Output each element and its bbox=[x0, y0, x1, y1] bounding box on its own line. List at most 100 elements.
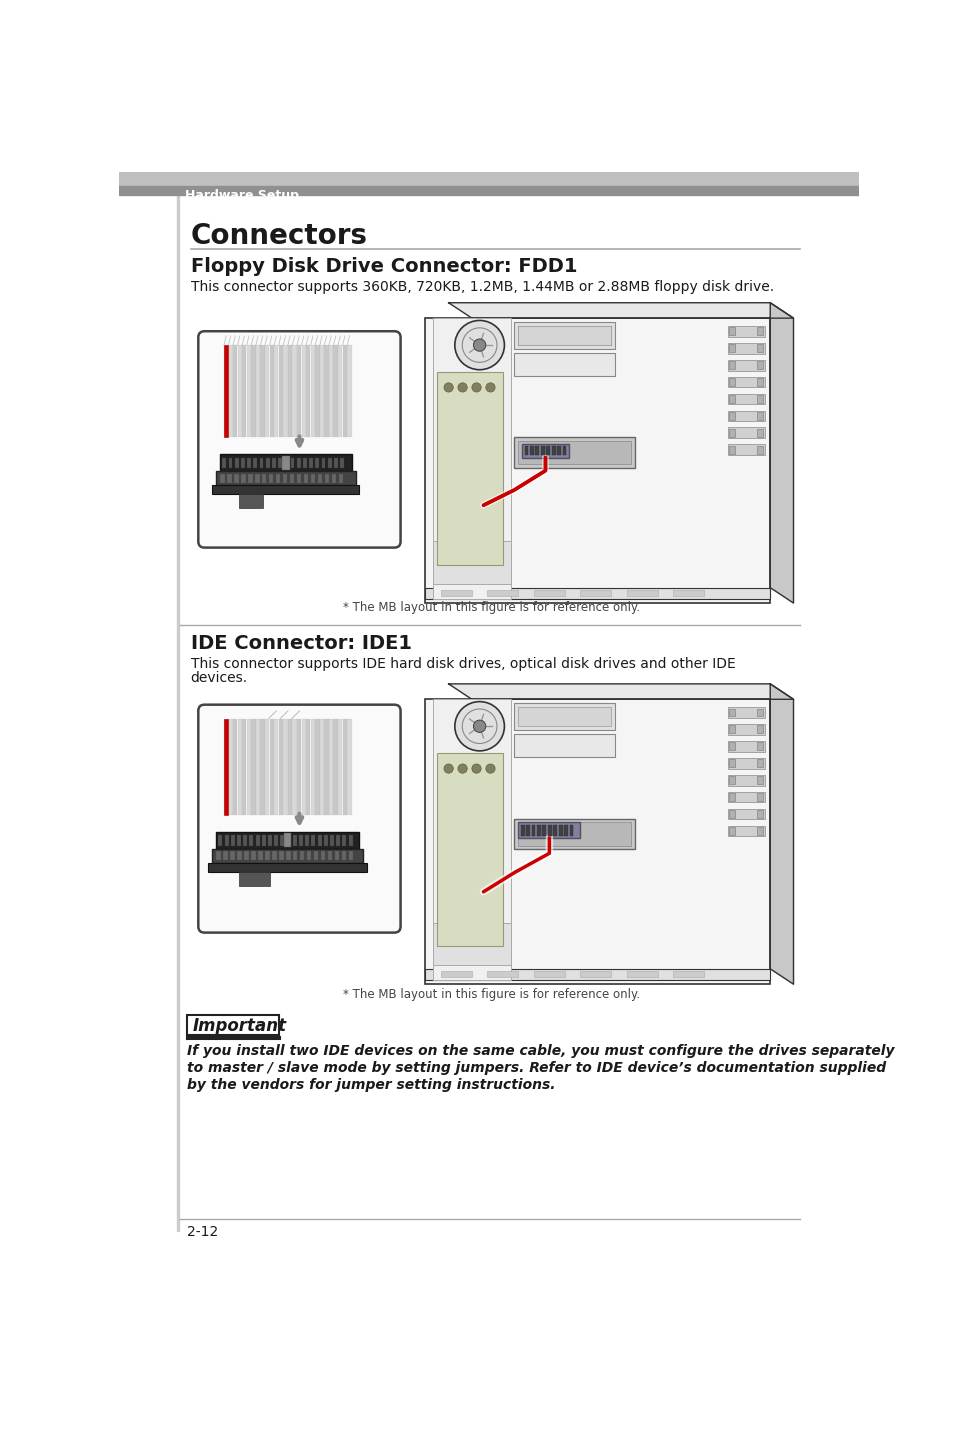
Bar bbox=[248, 474, 253, 483]
Bar bbox=[728, 412, 735, 420]
Bar bbox=[224, 835, 229, 845]
Bar bbox=[243, 835, 247, 845]
Bar bbox=[334, 457, 337, 468]
Text: This connector supports IDE hard disk drives, optical disk drives and other IDE: This connector supports IDE hard disk dr… bbox=[191, 657, 735, 672]
Bar bbox=[324, 474, 329, 483]
Bar bbox=[314, 851, 318, 861]
Bar bbox=[433, 541, 510, 584]
Bar bbox=[296, 457, 300, 468]
Bar bbox=[728, 445, 735, 454]
Bar bbox=[299, 851, 304, 861]
Bar bbox=[231, 835, 234, 845]
Circle shape bbox=[455, 321, 504, 369]
Circle shape bbox=[473, 339, 485, 351]
Circle shape bbox=[457, 382, 467, 392]
Bar bbox=[348, 851, 353, 861]
Bar bbox=[212, 849, 363, 862]
Bar bbox=[223, 851, 228, 861]
Bar bbox=[757, 378, 762, 385]
Bar bbox=[535, 445, 538, 455]
Bar bbox=[283, 719, 287, 815]
Bar bbox=[208, 862, 367, 872]
Bar bbox=[328, 457, 332, 468]
Bar bbox=[286, 835, 291, 845]
Bar bbox=[275, 474, 280, 483]
Bar bbox=[224, 345, 228, 438]
Bar bbox=[251, 719, 255, 815]
Bar bbox=[293, 835, 296, 845]
Bar bbox=[537, 825, 540, 836]
Bar bbox=[340, 457, 344, 468]
Bar bbox=[220, 474, 224, 483]
Bar bbox=[520, 825, 524, 836]
Bar bbox=[301, 719, 306, 815]
Bar bbox=[342, 719, 347, 815]
Bar bbox=[323, 835, 328, 845]
Bar bbox=[274, 835, 278, 845]
Bar bbox=[251, 345, 255, 438]
Bar bbox=[514, 703, 615, 730]
Bar bbox=[119, 186, 858, 195]
Bar bbox=[330, 835, 334, 845]
Circle shape bbox=[485, 763, 495, 773]
Bar bbox=[727, 444, 764, 455]
Bar bbox=[261, 474, 266, 483]
Bar bbox=[757, 328, 762, 335]
Bar bbox=[242, 719, 246, 815]
Bar bbox=[296, 345, 301, 438]
Bar bbox=[253, 457, 257, 468]
Bar bbox=[315, 457, 319, 468]
Bar bbox=[282, 455, 290, 470]
Bar bbox=[728, 742, 735, 750]
Text: * The MB layout in this figure is for reference only.: * The MB layout in this figure is for re… bbox=[342, 601, 639, 614]
Polygon shape bbox=[769, 684, 793, 984]
Circle shape bbox=[485, 382, 495, 392]
Bar bbox=[440, 971, 472, 977]
Text: to master / slave mode by setting jumpers. Refer to IDE device’s documentation s: to master / slave mode by setting jumper… bbox=[187, 1061, 885, 1075]
Bar bbox=[222, 457, 226, 468]
Bar bbox=[757, 828, 762, 835]
Bar bbox=[517, 326, 611, 345]
Bar bbox=[282, 474, 287, 483]
Bar bbox=[311, 345, 314, 438]
Bar bbox=[224, 719, 228, 815]
Bar bbox=[341, 851, 346, 861]
Bar bbox=[579, 971, 611, 977]
Bar bbox=[228, 345, 233, 438]
Bar bbox=[757, 361, 762, 369]
Bar bbox=[347, 345, 351, 438]
Bar bbox=[212, 485, 359, 494]
Bar bbox=[242, 345, 246, 438]
Bar bbox=[727, 707, 764, 717]
Bar bbox=[553, 825, 557, 836]
Text: Floppy Disk Drive Connector: FDD1: Floppy Disk Drive Connector: FDD1 bbox=[191, 256, 577, 275]
Bar bbox=[433, 318, 510, 599]
Bar bbox=[517, 326, 611, 345]
Bar bbox=[425, 587, 769, 599]
Bar bbox=[321, 457, 325, 468]
Bar bbox=[514, 322, 615, 349]
Bar bbox=[320, 851, 325, 861]
Bar bbox=[224, 345, 228, 438]
Text: * The MB layout in this figure is for reference only.: * The MB layout in this figure is for re… bbox=[342, 988, 639, 1001]
Bar bbox=[342, 835, 346, 845]
Text: IDE Connector: IDE1: IDE Connector: IDE1 bbox=[191, 634, 411, 653]
Bar bbox=[757, 726, 762, 733]
Bar bbox=[757, 742, 762, 750]
Text: If you install two IDE devices on the same cable, you must configure the drives : If you install two IDE devices on the sa… bbox=[187, 1044, 894, 1058]
Bar bbox=[241, 474, 245, 483]
Bar bbox=[433, 922, 510, 965]
Bar bbox=[311, 719, 314, 815]
Bar bbox=[433, 699, 510, 981]
Bar bbox=[290, 474, 294, 483]
Bar bbox=[284, 457, 288, 468]
Bar bbox=[237, 345, 242, 438]
Bar bbox=[255, 719, 260, 815]
Text: Connectors: Connectors bbox=[191, 222, 367, 251]
Bar bbox=[265, 851, 270, 861]
Bar bbox=[440, 590, 472, 596]
Bar bbox=[517, 441, 630, 464]
Bar bbox=[119, 172, 858, 186]
Bar bbox=[757, 445, 762, 454]
Bar bbox=[272, 457, 275, 468]
